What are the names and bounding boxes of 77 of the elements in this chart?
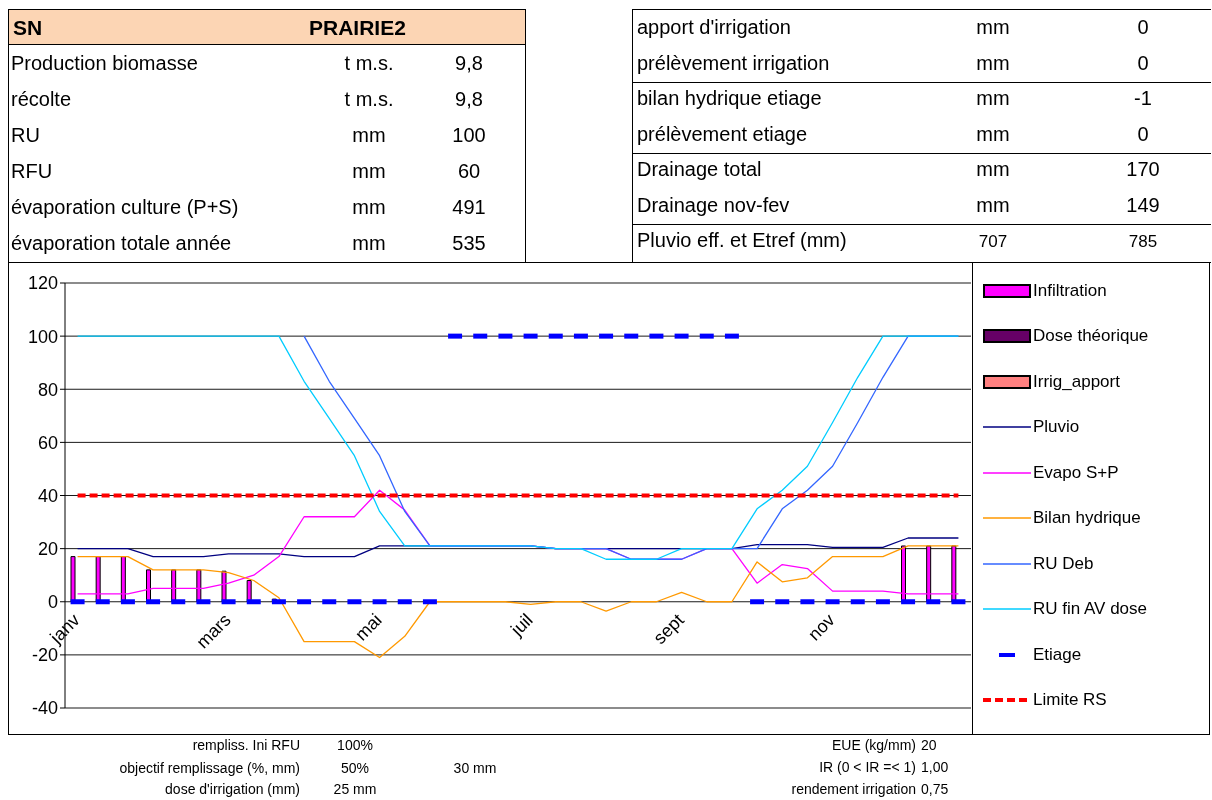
text: mm (975, 122, 1011, 146)
text: rempliss. Ini RFU (191, 737, 300, 753)
text: 0 (1136, 122, 1150, 146)
y-tick-label: -40 (31, 698, 58, 719)
text: mm (351, 160, 387, 183)
text: 149 (1125, 193, 1161, 217)
text: Drainage total (637, 158, 762, 181)
text: Drainage nov-fev (637, 193, 790, 217)
text: prélèvement etiage (637, 122, 808, 146)
text: récolte (11, 88, 72, 111)
text: bilan hydrique etiage (637, 87, 822, 110)
legend-label: Dose théorique (1033, 326, 1149, 347)
text: 0 (1136, 51, 1150, 75)
text: 9,8 (454, 52, 484, 75)
text: -1 (1133, 87, 1153, 110)
text: dose d'irrigation (mm) (164, 781, 300, 797)
text: 170 (1125, 158, 1161, 181)
text: 25 mm (332, 781, 378, 797)
text: RFU (11, 160, 53, 183)
text: apport d'irrigation (637, 16, 791, 39)
legend-label: Evapo S+P (1033, 462, 1119, 483)
legend-label: RU fin AV dose (1033, 599, 1148, 620)
text: EUE (kg/mm) (831, 737, 916, 753)
text: évaporation totale année (11, 232, 232, 255)
text: prélèvement irrigation (637, 51, 830, 75)
text: RU (11, 124, 40, 147)
text: Production biomasse (11, 52, 198, 75)
text: 707 (977, 231, 1009, 252)
text: 785 (1127, 231, 1159, 252)
chart-subtitle: PRAIRIE2 (309, 16, 406, 40)
text: mm (975, 51, 1011, 75)
text: mm (975, 193, 1011, 217)
legend-label: Irrig_apport (1033, 371, 1120, 392)
legend-label: Bilan hydrique (1033, 508, 1141, 529)
x-tick-label: juil (506, 609, 537, 641)
text: mm (351, 196, 387, 219)
y-tick-label: 40 (37, 485, 58, 506)
text: 0 (1136, 16, 1150, 39)
x-tick-label: sept (649, 609, 688, 648)
text: 100 (451, 124, 487, 147)
text: 535 (451, 232, 487, 255)
text: mm (975, 87, 1011, 110)
text: 30 mm (452, 760, 498, 776)
y-tick-label: -20 (31, 645, 58, 666)
y-tick-label: 120 (27, 273, 58, 294)
y-tick-label: 60 (37, 432, 58, 453)
text: 491 (451, 196, 487, 219)
y-tick-label: 100 (27, 326, 58, 347)
text: 1,00 (921, 759, 949, 775)
text: 9,8 (454, 88, 484, 111)
legend-label: Limite RS (1033, 690, 1107, 711)
text: 50% (340, 760, 370, 776)
text: 20 (921, 737, 937, 753)
text: t m.s. (343, 88, 395, 111)
y-tick-label: 0 (47, 592, 58, 613)
legend-label: Infiltration (1033, 280, 1107, 301)
text: mm (351, 124, 387, 147)
text: mm (351, 232, 387, 255)
chart-title: SN (13, 16, 43, 40)
legend-label: Etiage (1033, 644, 1082, 665)
legend-label: Pluvio (1033, 417, 1080, 438)
text: Pluvio eff. et Etref (mm) (637, 229, 847, 252)
x-tick-label: nov (804, 609, 839, 645)
text: IR (0 < IR =< 1) (818, 759, 916, 775)
text: mm (975, 158, 1011, 181)
y-tick-label: 20 (37, 539, 58, 560)
text: t m.s. (343, 52, 395, 75)
text: 60 (456, 160, 482, 183)
text: 100% (336, 737, 374, 753)
x-tick-label: mai (351, 609, 386, 645)
text: 0,75 (921, 781, 949, 797)
text: rendement irrigation (790, 781, 916, 797)
text: objectif remplissage (%, mm) (118, 760, 300, 776)
y-tick-label: 80 (37, 379, 58, 400)
text: mm (975, 16, 1011, 39)
text: évaporation culture (P+S) (11, 196, 239, 219)
legend-label: RU Deb (1033, 553, 1094, 574)
